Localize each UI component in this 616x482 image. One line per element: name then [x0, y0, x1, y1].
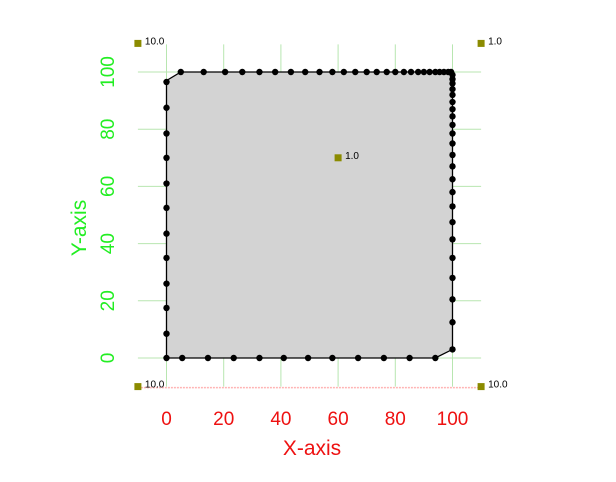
- y-tick-labels: 0 20 40 60 80 100: [98, 56, 119, 363]
- data-point-58: [449, 296, 456, 303]
- data-point-13: [200, 68, 207, 76]
- data-point-41: [449, 85, 456, 93]
- data-point-20: [316, 68, 323, 76]
- data-point-42: [449, 91, 456, 99]
- data-point-10: [163, 104, 170, 111]
- marker-square-2: [334, 154, 342, 162]
- x-tick-label-2: 40: [270, 409, 291, 430]
- data-point-44: [449, 105, 456, 113]
- data-point-70: [204, 354, 212, 362]
- data-point-57: [449, 274, 456, 282]
- data-point-60: [449, 346, 456, 353]
- data-point-22: [340, 68, 348, 76]
- marker-label-3: 10.0: [145, 380, 165, 391]
- data-point-26: [383, 68, 390, 76]
- data-point-43: [449, 98, 456, 106]
- data-point-24: [363, 68, 370, 76]
- data-point-5: [163, 230, 170, 237]
- y-axis-title: Y-axis: [68, 200, 91, 256]
- marker-square-1: [477, 39, 485, 47]
- data-point-1: [163, 330, 170, 337]
- marker-square-4: [477, 383, 485, 391]
- y-tick-label-0: 0: [98, 353, 119, 364]
- data-point-50: [449, 163, 456, 170]
- data-point-31: [420, 68, 428, 76]
- data-point-18: [287, 68, 295, 76]
- data-point-63: [380, 354, 388, 362]
- data-point-51: [449, 176, 456, 183]
- data-point-55: [449, 236, 456, 243]
- y-tick-label-5: 100: [98, 56, 119, 88]
- data-point-71: [179, 354, 186, 362]
- data-point-8: [163, 154, 170, 161]
- data-point-25: [373, 68, 380, 76]
- data-point-40: [449, 80, 456, 87]
- data-point-16: [256, 68, 263, 76]
- data-point-46: [449, 121, 456, 129]
- data-point-53: [449, 203, 456, 210]
- data-point-17: [271, 68, 279, 76]
- marker-square-0: [134, 39, 142, 47]
- data-point-21: [329, 68, 336, 76]
- data-point-56: [449, 254, 456, 262]
- data-point-64: [354, 354, 362, 362]
- data-point-2: [163, 304, 170, 312]
- x-axis-title: X-axis: [283, 437, 341, 460]
- data-point-45: [449, 113, 456, 120]
- data-point-62: [406, 354, 413, 362]
- data-point-49: [449, 151, 456, 159]
- x-tick-label-5: 100: [437, 409, 469, 430]
- data-point-68: [256, 354, 263, 362]
- x-tick-label-3: 60: [328, 409, 349, 430]
- shaded-region: [165, 71, 454, 359]
- marker-label-4: 10.0: [488, 380, 508, 391]
- data-point-9: [163, 130, 170, 137]
- data-point-65: [329, 354, 336, 362]
- data-point-69: [230, 354, 237, 362]
- data-point-66: [304, 354, 312, 362]
- data-point-15: [239, 68, 246, 76]
- x-tick-label-0: 0: [161, 409, 172, 430]
- data-point-32: [426, 68, 433, 76]
- data-point-11: [163, 78, 170, 86]
- data-point-23: [352, 68, 359, 76]
- y-tick-label-3: 60: [98, 176, 119, 197]
- data-point-12: [177, 68, 184, 76]
- x-tick-labels: 0 20 40 60 80 100: [161, 409, 468, 430]
- data-point-67: [280, 354, 287, 362]
- data-point-48: [449, 140, 456, 147]
- y-tick-label-4: 80: [98, 119, 119, 140]
- x-tick-label-1: 20: [213, 409, 234, 430]
- data-point-4: [163, 254, 170, 262]
- y-tick-label-2: 40: [98, 233, 119, 254]
- data-point-47: [449, 130, 456, 137]
- x-tick-label-4: 80: [385, 409, 406, 430]
- data-point-54: [449, 218, 456, 226]
- data-point-7: [163, 180, 170, 187]
- data-point-29: [407, 68, 415, 76]
- data-point-14: [221, 68, 229, 76]
- marker-label-0: 10.0: [145, 36, 165, 47]
- corner-markers: 10.0 1.0 1.0 10.0 10.0: [134, 36, 508, 391]
- data-point-19: [302, 68, 309, 76]
- data-point-61: [432, 354, 439, 362]
- data-point-0: [163, 354, 170, 362]
- data-points: [163, 68, 456, 362]
- data-point-27: [392, 68, 399, 76]
- data-point-3: [163, 280, 170, 287]
- data-point-6: [163, 204, 170, 212]
- y-tick-label-1: 20: [98, 290, 119, 311]
- data-point-52: [449, 188, 456, 196]
- data-point-30: [414, 68, 422, 76]
- data-point-59: [449, 319, 456, 326]
- marker-square-3: [134, 383, 142, 391]
- data-point-28: [400, 68, 408, 76]
- marker-label-1: 1.0: [488, 36, 502, 47]
- marker-label-2: 1.0: [345, 151, 359, 162]
